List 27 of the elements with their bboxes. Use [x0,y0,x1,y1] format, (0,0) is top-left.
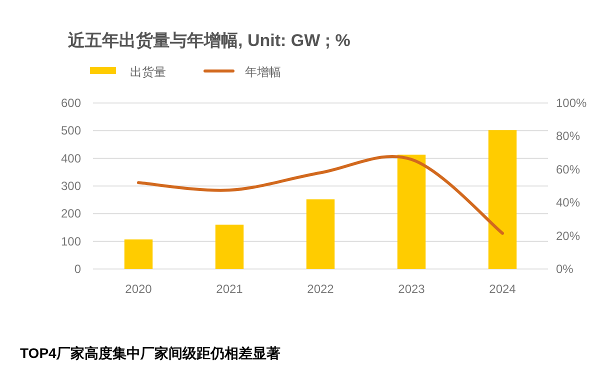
y-tick-label: 100 [60,234,82,248]
y-tick-label: 500 [60,124,82,138]
y-tick-label: 600 [60,96,82,110]
y-tick-label: 400 [60,151,82,166]
y-tick-label: 300 [60,179,82,193]
bar [306,199,335,269]
y2-tick-label: 60% [556,162,580,176]
chart-title: 近五年出货量与年增幅, Unit: GW ; % [67,31,350,50]
legend-label: 年增幅 [245,65,281,79]
x-tick-label: 2021 [216,282,244,296]
y2-tick-label: 0% [556,262,574,276]
bar [397,154,426,269]
y2-tick-label: 20% [556,228,580,243]
y2-tick-label: 100% [556,96,588,110]
x-tick-label: 2020 [125,282,152,296]
x-tick-label: 2024 [489,282,516,296]
y2-tick-label: 80% [556,129,580,144]
y-tick-label: 200 [60,206,82,221]
bar [124,239,153,269]
bar [488,130,517,269]
legend-label: 出货量 [130,65,166,79]
text: TOP4厂家高度集中厂家间级距仍相差显著 [20,345,280,361]
y2-tick-label: 40% [556,196,580,210]
x-tick-label: 2022 [307,282,334,296]
x-tick-label: 2023 [398,282,426,296]
bar [215,224,244,269]
y-tick-label: 0 [74,262,82,276]
